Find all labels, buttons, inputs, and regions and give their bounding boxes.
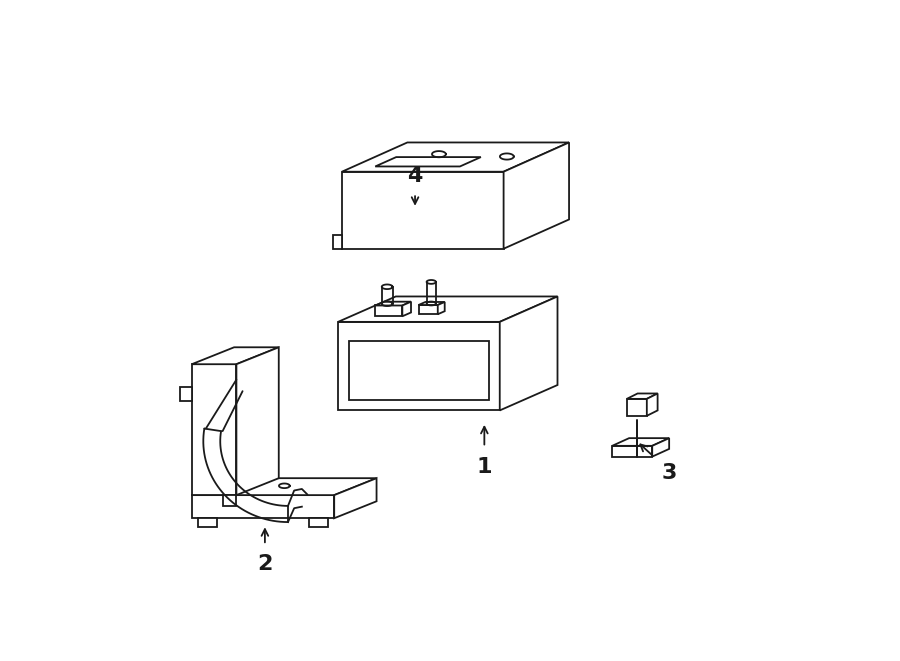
Polygon shape bbox=[192, 347, 279, 364]
Text: 4: 4 bbox=[408, 165, 423, 186]
Polygon shape bbox=[418, 305, 437, 314]
Polygon shape bbox=[198, 518, 217, 527]
Polygon shape bbox=[626, 393, 658, 399]
Polygon shape bbox=[612, 438, 669, 446]
Polygon shape bbox=[192, 364, 237, 495]
Polygon shape bbox=[375, 305, 402, 316]
Polygon shape bbox=[338, 297, 557, 322]
Polygon shape bbox=[342, 143, 569, 172]
Polygon shape bbox=[375, 157, 481, 167]
Text: 2: 2 bbox=[257, 555, 273, 574]
Polygon shape bbox=[180, 387, 192, 401]
Polygon shape bbox=[375, 301, 411, 305]
Polygon shape bbox=[349, 341, 489, 400]
Polygon shape bbox=[437, 302, 445, 314]
Polygon shape bbox=[222, 495, 237, 506]
Polygon shape bbox=[309, 518, 328, 527]
Polygon shape bbox=[647, 393, 658, 416]
Polygon shape bbox=[612, 446, 652, 457]
Polygon shape bbox=[192, 495, 334, 518]
Polygon shape bbox=[418, 302, 445, 305]
Text: 3: 3 bbox=[662, 463, 677, 483]
Polygon shape bbox=[342, 172, 504, 249]
Polygon shape bbox=[192, 478, 376, 495]
Polygon shape bbox=[402, 301, 411, 316]
Polygon shape bbox=[504, 143, 569, 249]
Polygon shape bbox=[338, 322, 500, 410]
Polygon shape bbox=[334, 478, 376, 518]
Text: 1: 1 bbox=[477, 457, 492, 477]
Polygon shape bbox=[500, 297, 557, 410]
Polygon shape bbox=[626, 399, 647, 416]
Polygon shape bbox=[652, 438, 669, 457]
Polygon shape bbox=[237, 347, 279, 495]
Polygon shape bbox=[333, 235, 342, 249]
